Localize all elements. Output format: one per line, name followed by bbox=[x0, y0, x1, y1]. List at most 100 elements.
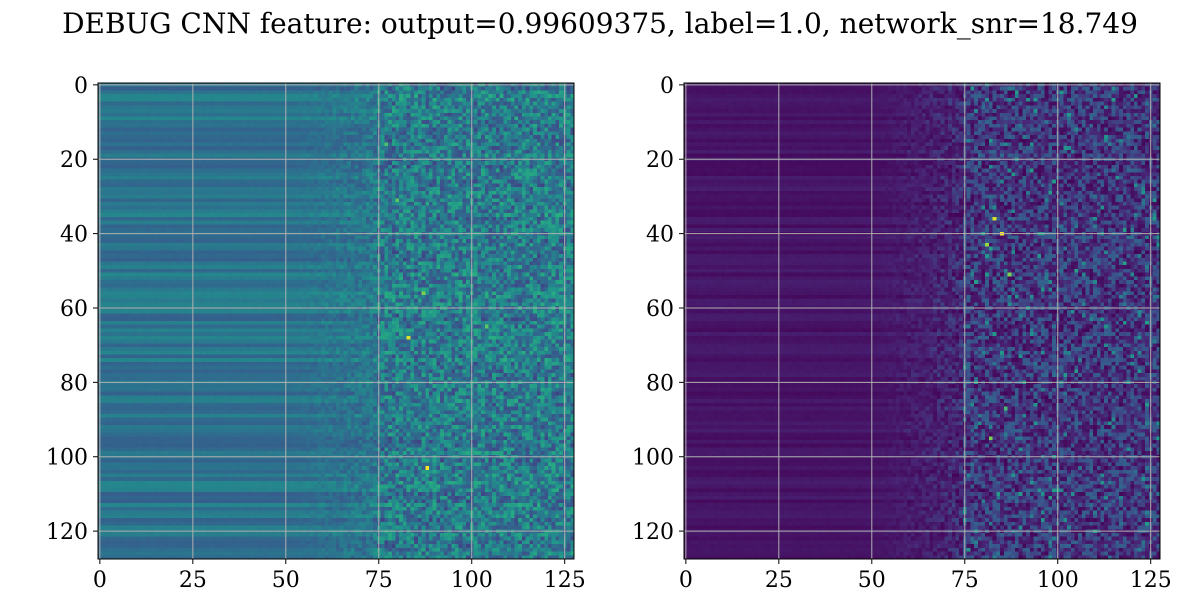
heatmap-cell bbox=[325, 113, 329, 117]
heatmap-cell bbox=[310, 131, 314, 135]
heatmap-cell bbox=[332, 87, 336, 91]
heatmap-cell bbox=[533, 183, 537, 187]
heatmap-cell bbox=[143, 198, 147, 202]
heatmap-cell bbox=[265, 154, 269, 158]
heatmap-cell bbox=[258, 161, 262, 165]
heatmap-cell bbox=[455, 94, 459, 98]
heatmap-cell bbox=[555, 98, 559, 102]
heatmap-cell bbox=[102, 150, 106, 154]
heatmap-cell bbox=[172, 176, 176, 180]
heatmap-cell bbox=[429, 143, 433, 147]
heatmap-cell bbox=[224, 165, 228, 169]
heatmap-cell bbox=[128, 87, 132, 91]
heatmap-cell bbox=[347, 146, 351, 150]
heatmap-cell bbox=[224, 124, 228, 128]
heatmap-cell bbox=[477, 150, 481, 154]
heatmap-cell bbox=[310, 217, 314, 221]
heatmap-cell bbox=[511, 176, 515, 180]
heatmap-cell bbox=[466, 180, 470, 184]
heatmap-cell bbox=[351, 113, 355, 117]
heatmap-cell bbox=[206, 102, 210, 106]
heatmap-cell bbox=[206, 109, 210, 113]
heatmap-cell bbox=[277, 169, 281, 173]
heatmap-cell bbox=[459, 131, 463, 135]
heatmap-cell bbox=[407, 90, 411, 94]
heatmap-cell bbox=[396, 183, 400, 187]
heatmap-cell bbox=[176, 143, 180, 147]
heatmap-cell bbox=[139, 124, 143, 128]
heatmap-cell bbox=[455, 183, 459, 187]
heatmap-cell bbox=[522, 161, 526, 165]
heatmap-cell bbox=[291, 146, 295, 150]
heatmap-cell bbox=[206, 169, 210, 173]
heatmap-cell bbox=[492, 206, 496, 210]
heatmap-cell bbox=[325, 198, 329, 202]
heatmap-cell bbox=[303, 221, 307, 225]
heatmap-cell bbox=[269, 161, 273, 165]
heatmap-cell bbox=[146, 98, 150, 102]
heatmap-cell bbox=[340, 87, 344, 91]
heatmap-cell bbox=[436, 191, 440, 195]
heatmap-cell bbox=[410, 128, 414, 132]
heatmap-cell bbox=[135, 150, 139, 154]
heatmap-cell bbox=[503, 221, 507, 225]
heatmap-cell bbox=[277, 183, 281, 187]
heatmap-cell bbox=[273, 116, 277, 120]
heatmap-cell bbox=[109, 154, 113, 158]
heatmap-cell bbox=[362, 213, 366, 217]
heatmap-cell bbox=[366, 135, 370, 139]
heatmap-cell bbox=[488, 131, 492, 135]
heatmap-cell bbox=[117, 217, 121, 221]
heatmap-cell bbox=[131, 198, 135, 202]
heatmap-cell bbox=[172, 183, 176, 187]
heatmap-cell bbox=[217, 98, 221, 102]
heatmap-cell bbox=[265, 87, 269, 91]
heatmap-cell bbox=[381, 172, 385, 176]
heatmap-cell bbox=[184, 169, 188, 173]
heatmap-cell bbox=[224, 102, 228, 106]
heatmap-cell bbox=[448, 116, 452, 120]
heatmap-cell bbox=[396, 135, 400, 139]
heatmap-cell bbox=[254, 90, 258, 94]
heatmap-cell bbox=[221, 183, 225, 187]
heatmap-cell bbox=[362, 109, 366, 113]
heatmap-cell bbox=[503, 116, 507, 120]
heatmap-cell bbox=[433, 102, 437, 106]
heatmap-cell bbox=[336, 172, 340, 176]
heatmap-cell bbox=[537, 191, 541, 195]
heatmap-cell bbox=[462, 224, 466, 228]
heatmap-cell bbox=[169, 120, 173, 124]
heatmap-cell bbox=[262, 187, 266, 191]
heatmap-cell bbox=[500, 169, 504, 173]
heatmap-cell bbox=[567, 128, 571, 132]
heatmap-cell bbox=[277, 202, 281, 206]
heatmap-cell bbox=[459, 195, 463, 199]
heatmap-cell bbox=[250, 98, 254, 102]
heatmap-cell bbox=[477, 191, 481, 195]
heatmap-cell bbox=[303, 150, 307, 154]
heatmap-cell bbox=[198, 113, 202, 117]
heatmap-cell bbox=[161, 172, 165, 176]
heatmap-cell bbox=[295, 113, 299, 117]
heatmap-cell bbox=[117, 98, 121, 102]
heatmap-cell bbox=[537, 183, 541, 187]
heatmap-cell bbox=[120, 169, 124, 173]
heatmap-cell bbox=[436, 209, 440, 213]
heatmap-cell bbox=[113, 105, 117, 109]
heatmap-cell bbox=[303, 172, 307, 176]
heatmap-cell bbox=[366, 198, 370, 202]
heatmap-cell bbox=[254, 169, 258, 173]
heatmap-cell bbox=[369, 183, 373, 187]
heatmap-cell bbox=[172, 187, 176, 191]
heatmap-cell bbox=[459, 139, 463, 143]
heatmap-cell bbox=[221, 128, 225, 132]
heatmap-cell bbox=[317, 161, 321, 165]
heatmap-cell bbox=[172, 154, 176, 158]
heatmap-cell bbox=[485, 176, 489, 180]
heatmap-cell bbox=[522, 120, 526, 124]
heatmap-cell bbox=[139, 146, 143, 150]
heatmap-cell bbox=[358, 213, 362, 217]
heatmap-cell bbox=[120, 128, 124, 132]
heatmap-cell bbox=[325, 90, 329, 94]
heatmap-cell bbox=[131, 169, 135, 173]
